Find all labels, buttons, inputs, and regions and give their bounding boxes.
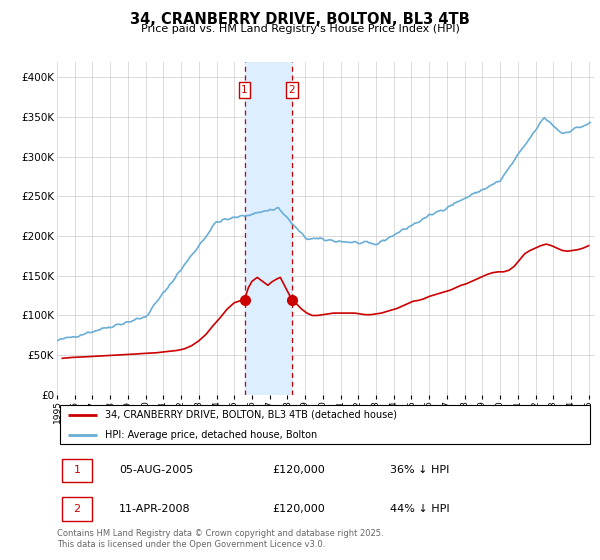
FancyBboxPatch shape [62,497,92,521]
Text: £120,000: £120,000 [272,504,325,514]
Text: 36% ↓ HPI: 36% ↓ HPI [390,465,449,475]
Text: 1: 1 [74,465,80,475]
Text: £120,000: £120,000 [272,465,325,475]
Text: Contains HM Land Registry data © Crown copyright and database right 2025.
This d: Contains HM Land Registry data © Crown c… [57,529,383,549]
Text: 2: 2 [74,504,80,514]
Bar [245,62,292,395]
Text: 34, CRANBERRY DRIVE, BOLTON, BL3 4TB: 34, CRANBERRY DRIVE, BOLTON, BL3 4TB [130,12,470,27]
Text: HPI: Average price, detached house, Bolton: HPI: Average price, detached house, Bolt… [106,430,317,440]
Text: 11-APR-2008: 11-APR-2008 [119,504,190,514]
Text: Price paid vs. HM Land Registry's House Price Index (HPI): Price paid vs. HM Land Registry's House … [140,24,460,34]
FancyBboxPatch shape [59,405,590,444]
Text: 05-AUG-2005: 05-AUG-2005 [119,465,193,475]
Text: 1: 1 [241,85,248,95]
FancyBboxPatch shape [62,459,92,482]
Text: 44% ↓ HPI: 44% ↓ HPI [390,504,449,514]
Text: 2: 2 [289,85,295,95]
Text: 34, CRANBERRY DRIVE, BOLTON, BL3 4TB (detached house): 34, CRANBERRY DRIVE, BOLTON, BL3 4TB (de… [106,409,397,419]
